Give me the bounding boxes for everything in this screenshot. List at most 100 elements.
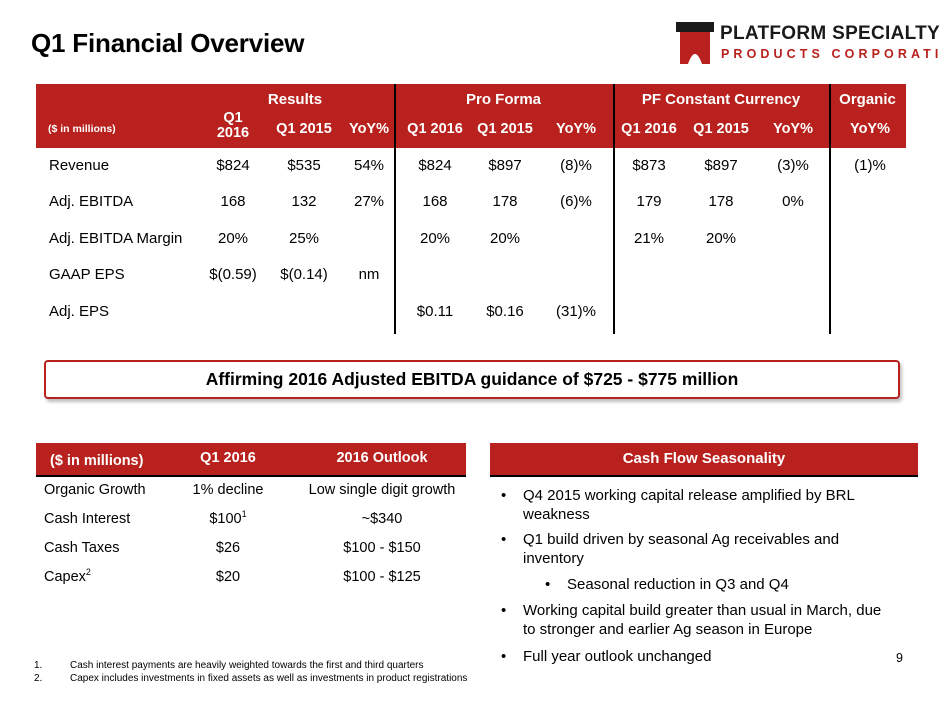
footnote-marker: 1: [241, 509, 247, 520]
bullet-dot-icon: •: [545, 576, 551, 593]
results-cell: $897: [704, 157, 738, 174]
results-row-label: Adj. EBITDA Margin: [49, 230, 183, 247]
results-cell: (1)%: [854, 157, 886, 174]
results-cell: (31)%: [555, 303, 596, 320]
bullet-dot-icon: •: [501, 531, 507, 548]
results-cell: (6)%: [560, 193, 592, 210]
outlook-row-label-text: Organic Growth: [44, 482, 146, 498]
results-column-header: Q1 2015: [693, 121, 749, 137]
results-cell: (3)%: [777, 157, 809, 174]
results-column-header: Q1 2015: [276, 121, 332, 137]
results-column-header: Q1 2016: [621, 121, 677, 137]
cash-flow-bullet-line: weakness: [523, 506, 590, 523]
results-cell: 21%: [633, 230, 665, 247]
results-cell: 132: [291, 193, 317, 210]
results-column-header: YoY%: [772, 121, 814, 137]
footnote-number: 1.: [34, 660, 43, 671]
cash-flow-bullet: • Seasonal reduction in Q3 and Q4: [545, 575, 918, 594]
outlook-table-header: [36, 443, 466, 475]
outlook-row-label-text: Capex: [44, 569, 86, 585]
logo-name: PLATFORM SPECIALTY: [720, 23, 940, 44]
results-column-header: Q1 2016: [407, 121, 463, 137]
outlook-2016-value: $100 - $125: [343, 569, 421, 585]
results-cell: 168: [220, 193, 246, 210]
results-cell: $(0.14): [280, 266, 328, 283]
company-logo: PLATFORM SPECIALTY PRODUCTS CORPORATION: [676, 18, 940, 74]
outlook-row-label-text: Cash Taxes: [44, 540, 120, 556]
cash-flow-bullet-line: Seasonal reduction in Q3 and Q4: [567, 576, 789, 593]
logo-subtitle: PRODUCTS CORPORATION: [721, 47, 940, 61]
results-group-divider: [829, 84, 831, 334]
results-cell: $897: [488, 157, 522, 174]
cash-flow-heading: Cash Flow Seasonality: [490, 443, 918, 475]
bullet-dot-icon: •: [501, 487, 507, 504]
footnote: 2. Capex includes investments in fixed as…: [34, 673, 467, 684]
results-group-header: Organic: [839, 91, 896, 108]
guidance-banner: Affirming 2016 Adjusted EBITDA guidance …: [44, 360, 900, 399]
results-column-header: YoY%: [348, 121, 390, 137]
outlook-q1-text: 1% decline: [192, 482, 264, 498]
outlook-q1-value: $26: [160, 540, 296, 556]
results-cell: 20%: [419, 230, 451, 247]
cash-flow-bullet-line: inventory: [523, 550, 584, 567]
results-group-header: Pro Forma: [465, 91, 541, 108]
cash-flow-rule: [490, 475, 918, 477]
cash-flow-bullet-line: Q4 2015 working capital release amplifie…: [523, 487, 855, 504]
outlook-column-header: Q1 2016: [200, 450, 256, 466]
results-cell: nm: [358, 266, 380, 283]
results-group-divider: [613, 84, 615, 334]
outlook-row-label: Organic Growth: [44, 482, 146, 498]
outlook-column-header: 2016 Outlook: [336, 450, 428, 466]
results-cell: $873: [632, 157, 666, 174]
cash-flow-bullet-line: to stronger and earlier Ag season in Eur…: [523, 621, 813, 638]
results-column-header: YoY%: [555, 121, 597, 137]
outlook-q1-text: $20: [215, 569, 241, 585]
results-cell: 54%: [353, 157, 385, 174]
results-cell: $824: [418, 157, 452, 174]
results-cell: $(0.59): [209, 266, 257, 283]
outlook-q1-value: $1001: [160, 509, 296, 527]
cash-flow-bullet: • Q4 2015 working capital release amplifi…: [501, 486, 918, 524]
outlook-row-label: Cash Taxes: [44, 540, 120, 556]
results-cell: 27%: [353, 193, 385, 210]
cash-flow-bullet-text: Q1 build driven by seasonal Ag receivabl…: [523, 530, 839, 568]
results-cell: 20%: [489, 230, 521, 247]
outlook-q1-value: $20: [160, 569, 296, 585]
results-cell: $0.16: [486, 303, 524, 320]
cash-flow-bullet: • Working capital build greater than usua…: [501, 601, 918, 639]
results-cell: $535: [287, 157, 321, 174]
results-table-header: [36, 84, 906, 148]
outlook-2016-value: Low single digit growth: [308, 482, 456, 498]
results-row-label: Adj. EBITDA: [49, 193, 134, 210]
results-column-header: YoY%: [849, 121, 891, 137]
results-cell: 25%: [288, 230, 320, 247]
cash-flow-bullet-text: Working capital build greater than usual…: [523, 601, 881, 639]
cash-flow-bullet-line: Q1 build driven by seasonal Ag receivabl…: [523, 531, 840, 548]
cash-flow-bullet-line: Working capital build greater than usual…: [523, 602, 882, 619]
footnote-text: Capex includes investments in fixed asse…: [70, 673, 468, 684]
page-number: 9: [896, 651, 903, 665]
outlook-q1-text: $26: [215, 540, 241, 556]
footnote: 1. Cash interest payments are heavily wei…: [34, 660, 424, 671]
results-cell: 20%: [705, 230, 737, 247]
results-cell: 20%: [217, 230, 249, 247]
cash-flow-bullet: • Q1 build driven by seasonal Ag receivab…: [501, 530, 918, 568]
footnote-marker: 2: [85, 567, 91, 578]
results-cell: 0%: [782, 193, 804, 210]
results-group-header: PF Constant Currency: [641, 91, 801, 108]
results-cell: $0.11: [416, 303, 454, 320]
cash-flow-bullet-text: Q4 2015 working capital release amplifie…: [523, 486, 855, 524]
outlook-2016-value: $100 - $150: [343, 540, 421, 556]
results-row-label: GAAP EPS: [49, 266, 125, 283]
bullet-dot-icon: •: [501, 602, 507, 619]
outlook-row-label: Capex2: [44, 567, 91, 585]
results-row-label: Adj. EPS: [49, 303, 110, 320]
bullet-dot-icon: •: [501, 648, 507, 665]
cash-flow-bullet-text: Full year outlook unchanged: [523, 647, 711, 666]
results-column-header: Q1 2015: [477, 121, 533, 137]
outlook-q1-text: $100: [209, 511, 242, 527]
results-column-header: Q1 2016: [216, 110, 250, 141]
results-group-divider: [394, 84, 396, 334]
outlook-row-label-text: Cash Interest: [44, 511, 131, 527]
results-group-header: Results: [267, 91, 323, 108]
